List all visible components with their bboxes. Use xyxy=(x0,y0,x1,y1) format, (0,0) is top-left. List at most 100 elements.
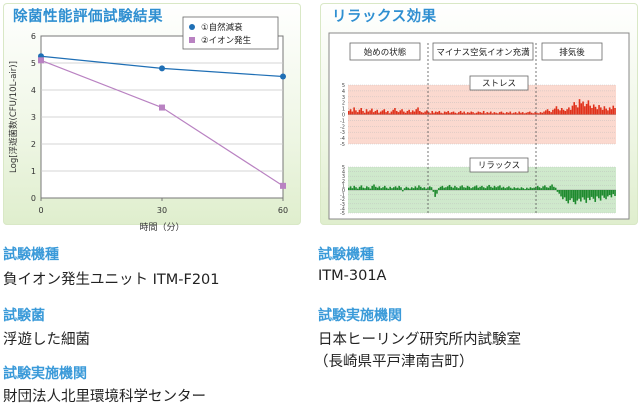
wave-bar xyxy=(426,110,428,115)
wave-bar xyxy=(437,188,440,190)
wave-bar xyxy=(472,112,474,115)
wave-bar xyxy=(607,190,609,197)
wave-y-tick-label: -2 xyxy=(340,124,345,130)
test-institution-label: 試験実施機関 xyxy=(3,366,87,382)
wave-bar xyxy=(578,99,581,115)
bacteria-test-panel: 除菌性能評価試験結果 0 1 2 3 4 5 6 0 30 60 時間（分） Log[浮遊菌数(CFU… xyxy=(3,3,301,233)
wave-bar xyxy=(429,113,432,115)
wave-y-tick-label: -4 xyxy=(340,136,345,142)
wave-bar xyxy=(520,187,523,190)
wave-bar xyxy=(380,188,382,190)
wave-y-tick-label: 3 xyxy=(342,95,345,101)
wave-bar xyxy=(378,112,380,115)
wave-bar xyxy=(438,110,441,115)
wave-label-1: ストレス xyxy=(482,79,516,89)
x-axis-label: 時間（分） xyxy=(139,222,184,233)
wave-y-tick-label: 5 xyxy=(342,83,345,89)
wave-bar xyxy=(456,113,458,115)
wave-bar xyxy=(455,187,458,190)
wave-bar xyxy=(580,190,582,202)
wave-bar xyxy=(378,186,381,190)
wave-bar xyxy=(445,112,448,115)
wave-bar xyxy=(447,110,449,115)
legend-marker-2 xyxy=(189,37,195,43)
wave-bar xyxy=(513,187,516,190)
wave-bar xyxy=(520,112,522,115)
wave-bar xyxy=(508,186,510,190)
wave-bar xyxy=(564,110,567,115)
wave-bar xyxy=(420,112,423,115)
wave-bar xyxy=(521,112,524,115)
wave-bar xyxy=(605,190,607,200)
phase-box-3 xyxy=(541,42,603,61)
wave-bar xyxy=(419,186,422,190)
wave-bar xyxy=(398,185,400,190)
wave-bar xyxy=(436,190,438,194)
wave-bar xyxy=(392,187,395,190)
wave-bar xyxy=(457,188,460,190)
wave-bar xyxy=(415,109,418,115)
wave-bar xyxy=(387,188,390,190)
wave-bar xyxy=(423,187,426,190)
wave-bar xyxy=(559,110,561,115)
wave-bar xyxy=(488,184,490,190)
wave-bar xyxy=(527,112,529,115)
wave-bar xyxy=(566,109,568,115)
wave-bar xyxy=(504,113,506,115)
wave-y-tick-label: 4 xyxy=(342,170,345,176)
wave-y-tick-label: 0 xyxy=(342,188,345,194)
wave-bar xyxy=(502,186,505,190)
wave-bar xyxy=(424,111,426,115)
wave-bar xyxy=(543,111,545,115)
wave-bar xyxy=(441,185,444,190)
wave-bar xyxy=(397,112,400,115)
wave-bar xyxy=(536,185,539,190)
wave-bar xyxy=(379,111,382,115)
wave-bar xyxy=(448,184,451,190)
wave-bar xyxy=(388,113,391,115)
wave-bar xyxy=(465,113,467,115)
wave-bar xyxy=(427,112,430,115)
wave-y-tick-label: -4 xyxy=(340,206,345,212)
wave-bar xyxy=(572,190,575,202)
wave-bar xyxy=(434,111,437,115)
wave-bar xyxy=(389,186,391,190)
wave-bar xyxy=(479,186,481,190)
wave-y-tick-label: 2 xyxy=(342,101,345,107)
wave-bar xyxy=(605,108,607,115)
series-point-2 xyxy=(159,104,165,111)
wave-bar xyxy=(481,185,483,190)
wave-bar xyxy=(355,110,357,115)
wave-bar xyxy=(371,108,373,115)
wave-bar xyxy=(587,100,590,115)
test-model-label: 試験機種 xyxy=(3,247,59,263)
wave-bar xyxy=(353,185,356,190)
relax-institution-label: 試験実施機関 xyxy=(318,308,402,324)
wave-bar xyxy=(495,187,498,190)
wave-bar xyxy=(610,109,613,115)
y-tick-label: 2 xyxy=(31,140,36,149)
relax-effect-panel: リラックス効果 始めの状態 マイナス空気イオン充満 排気後 5 4 3 2 1 0 -1 -2 -3-… xyxy=(320,3,638,225)
wave-bar xyxy=(497,186,499,190)
wave-bar xyxy=(383,185,386,190)
wave-bar xyxy=(608,107,611,115)
wave-bar xyxy=(459,186,462,190)
wave-bar xyxy=(399,110,402,115)
wave-bar xyxy=(594,106,597,115)
wave-bar xyxy=(461,112,464,115)
wave-bar xyxy=(511,188,514,190)
wave-bar xyxy=(531,188,534,190)
x-tick-label: 60 xyxy=(278,206,288,215)
wave-bar xyxy=(475,112,478,115)
wave-bar xyxy=(452,187,454,190)
wave-y-tick-label: -3 xyxy=(340,202,345,208)
wave-bar xyxy=(583,190,586,200)
wave-bar xyxy=(470,111,473,115)
wave-bar xyxy=(463,111,465,115)
wave-bar xyxy=(518,111,520,115)
test-bacteria-value: 浮遊した細菌 xyxy=(3,332,90,348)
wave-y-tick-label: -3 xyxy=(340,130,345,136)
wave-bar xyxy=(373,184,375,190)
wave-bar xyxy=(587,190,589,198)
wave-bar xyxy=(394,108,396,115)
